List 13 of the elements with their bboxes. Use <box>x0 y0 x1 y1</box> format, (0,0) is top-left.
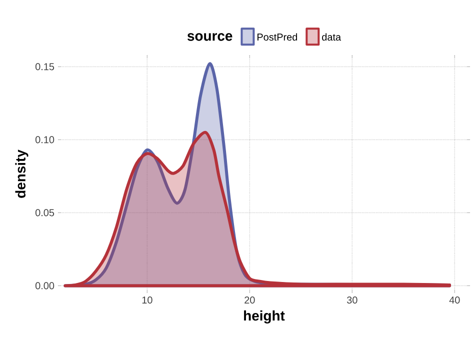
x-tick-label: 30 <box>346 296 358 304</box>
x-tick-label: 10 <box>142 296 152 304</box>
legend-title: source <box>187 33 232 41</box>
x-tick-label: 40 <box>449 296 460 304</box>
y-tick-label: 0.05 <box>35 209 54 216</box>
y-tick-label: 0.15 <box>35 63 54 70</box>
y-tick-label: 0.00 <box>35 282 54 290</box>
y-tick-label: 0.10 <box>35 136 54 144</box>
legend-label: data <box>322 33 342 41</box>
x-tick-label: 20 <box>244 296 255 304</box>
y-axis-title: density <box>15 150 28 198</box>
legend-label: PostPred <box>257 33 298 41</box>
x-axis-title: height <box>244 310 285 324</box>
